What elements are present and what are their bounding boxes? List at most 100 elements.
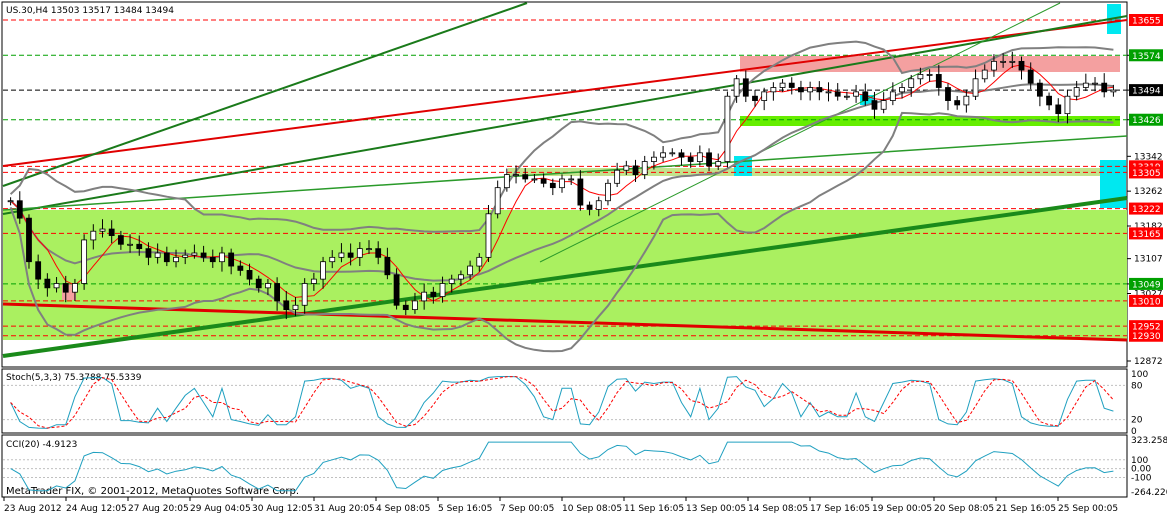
candle-body (706, 152, 712, 167)
candle-body (1027, 69, 1034, 84)
cci-tick-label: 100 (1131, 456, 1148, 466)
candle-body (1036, 82, 1043, 97)
candle-body (127, 243, 133, 246)
candle-body (228, 252, 235, 267)
candle-body (458, 274, 464, 280)
candle-body (733, 78, 740, 97)
candle-body (329, 256, 336, 263)
candle-body (954, 100, 961, 106)
cci-panel[interactable] (1, 434, 1128, 498)
cci-line-path (10, 441, 1114, 492)
candle-body (53, 283, 60, 289)
level-badge (1129, 277, 1163, 290)
candle-body (467, 265, 473, 276)
candle-body (770, 87, 777, 93)
cci-tick-label: 0.00 (1131, 465, 1151, 475)
candle-body (26, 217, 32, 263)
cci-line (3, 441, 1127, 492)
trendline-dark-green-steep (2, 2, 528, 187)
level-badge (1129, 329, 1163, 342)
candle-body (265, 283, 271, 289)
trendline-thick-green (2, 196, 1128, 358)
candle-body (62, 283, 69, 293)
candle-body (494, 187, 501, 215)
candle-body (632, 165, 639, 176)
candle-body (402, 304, 409, 311)
level-badge-label: 13655 (1132, 17, 1161, 27)
candle-body (678, 152, 685, 158)
trendline-dark-green-mid (2, 15, 1128, 215)
level-badge-label: 13010 (1132, 297, 1161, 307)
time-tick-label: 21 Sep 16:05 (996, 504, 1056, 514)
candle-body (816, 87, 823, 93)
candle-body (660, 152, 666, 158)
candle-body (384, 256, 391, 276)
cci-tick-label: -100 (1131, 473, 1152, 483)
candle-body (145, 248, 152, 258)
stoch-main-line (10, 375, 1114, 429)
time-tick-label: 29 Aug 04:05 (190, 504, 251, 514)
candle-body (641, 161, 648, 176)
candle-body (255, 278, 262, 289)
candle-body (90, 230, 97, 241)
trendline-red-lower (2, 302, 1128, 342)
price-tick-label: 12872 (1134, 357, 1163, 367)
level-badge (1129, 84, 1163, 97)
time-tick-label: 13 Sep 00:05 (686, 504, 746, 514)
level-lines (3, 19, 1127, 337)
time-tick-label: 19 Sep 00:05 (872, 504, 932, 514)
candle-body (1018, 60, 1025, 71)
candle-body (375, 248, 382, 258)
candle-body (522, 174, 529, 180)
level-badge (1129, 49, 1163, 62)
candle-body (1046, 95, 1052, 106)
time-tick-label: 10 Sep 08:05 (562, 504, 622, 514)
level-badge-label: 13165 (1132, 230, 1161, 240)
candle-body (963, 95, 970, 106)
time-tick-label: 25 Sep 00:05 (1058, 504, 1118, 514)
candle-body (798, 87, 804, 93)
stoch-panel[interactable] (1, 368, 1128, 434)
candle-body (696, 152, 703, 162)
candle-body (807, 87, 814, 93)
trendline-green-thin (2, 135, 1128, 211)
time-tick-label: 14 Sep 08:05 (748, 504, 808, 514)
candle-body (1092, 82, 1098, 85)
candle-body (1101, 82, 1108, 93)
level-badge (1129, 14, 1163, 26)
candle-body (485, 213, 492, 258)
candle-body (430, 291, 437, 297)
level-badge-label: 13574 (1132, 52, 1161, 62)
time-tick-label: 5 Sep 16:05 (438, 504, 492, 514)
candle-body (338, 252, 345, 258)
cci-tick-label: 323.2586 (1131, 436, 1167, 446)
candle-body (853, 91, 859, 97)
price-tick-label: 13342 (1134, 152, 1163, 162)
candle-body (347, 252, 354, 258)
cci-header: CCI(20) -4.9123 (6, 440, 77, 450)
candle-body (108, 228, 115, 236)
candle-body (926, 74, 933, 76)
stoch-tick-label: 100 (1131, 370, 1148, 380)
candle-body (219, 252, 225, 263)
candle-body (35, 261, 42, 280)
candle-body (669, 152, 676, 155)
level-badge-label: 13426 (1132, 116, 1161, 126)
price-tick-label: 13262 (1134, 187, 1163, 197)
copyright-text: MetaTrader FIX, © 2001-2012, MetaQuotes … (6, 486, 299, 497)
level-badge (1129, 227, 1163, 240)
candle-body (44, 278, 51, 289)
candle-body (605, 182, 611, 202)
candle-body (742, 78, 749, 97)
candle-body (972, 78, 979, 97)
candle-body (871, 100, 878, 110)
time-tick-label: 7 Sep 00:05 (500, 504, 554, 514)
candle-body (237, 265, 244, 271)
price-tick-label: 13027 (1134, 289, 1163, 299)
candle-body (310, 278, 317, 284)
level-badge-label: 13222 (1132, 205, 1161, 215)
candle-body (366, 248, 372, 251)
